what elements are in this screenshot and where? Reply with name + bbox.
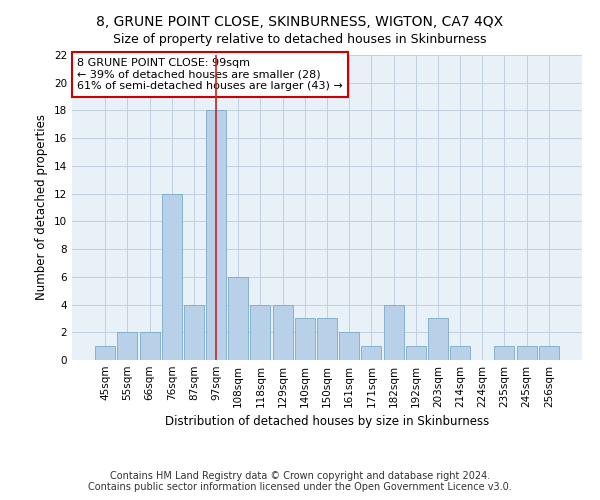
X-axis label: Distribution of detached houses by size in Skinburness: Distribution of detached houses by size …: [165, 416, 489, 428]
Bar: [162, 194, 182, 360]
Bar: [383, 304, 404, 360]
Bar: [339, 332, 359, 360]
Bar: [184, 304, 204, 360]
Bar: [450, 346, 470, 360]
Bar: [140, 332, 160, 360]
Bar: [206, 110, 226, 360]
Text: 8, GRUNE POINT CLOSE, SKINBURNESS, WIGTON, CA7 4QX: 8, GRUNE POINT CLOSE, SKINBURNESS, WIGTO…: [97, 15, 503, 29]
Text: Contains HM Land Registry data © Crown copyright and database right 2024.
Contai: Contains HM Land Registry data © Crown c…: [88, 471, 512, 492]
Bar: [406, 346, 426, 360]
Bar: [428, 318, 448, 360]
Text: 8 GRUNE POINT CLOSE: 99sqm
← 39% of detached houses are smaller (28)
61% of semi: 8 GRUNE POINT CLOSE: 99sqm ← 39% of deta…: [77, 58, 343, 91]
Y-axis label: Number of detached properties: Number of detached properties: [35, 114, 49, 300]
Bar: [517, 346, 536, 360]
Bar: [295, 318, 315, 360]
Text: Size of property relative to detached houses in Skinburness: Size of property relative to detached ho…: [113, 32, 487, 46]
Bar: [250, 304, 271, 360]
Bar: [539, 346, 559, 360]
Bar: [272, 304, 293, 360]
Bar: [317, 318, 337, 360]
Bar: [118, 332, 137, 360]
Bar: [361, 346, 382, 360]
Bar: [494, 346, 514, 360]
Bar: [95, 346, 115, 360]
Bar: [228, 277, 248, 360]
